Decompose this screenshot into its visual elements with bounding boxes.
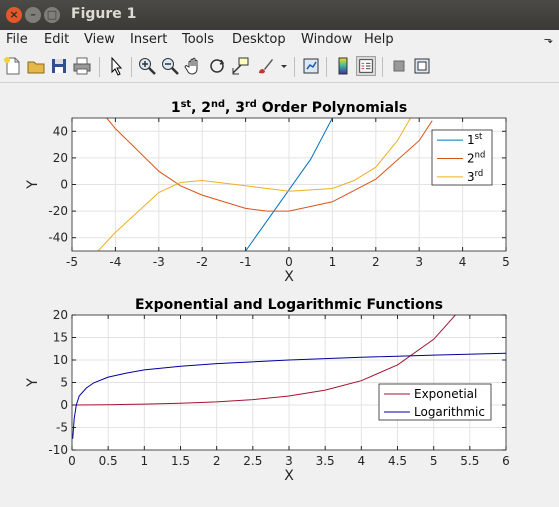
x-tick-label: 2.5 <box>243 454 262 468</box>
exp-log-axes[interactable]: 0 0.5 1 1.5 2 2.5 3 3.5 4 4.5 5 5.5 6 -10 -5 0 5 10 15 20 Ex… <box>25 297 510 484</box>
zoom-out-icon[interactable] <box>160 56 180 76</box>
series-line-Logarithmic <box>72 352 506 439</box>
legend-label: 2nd <box>467 150 485 166</box>
legend-label: Logarithmic <box>414 405 485 419</box>
x-tick-label: 1 <box>329 255 337 269</box>
x-tick-label: -1 <box>240 255 252 269</box>
x-tick-label: 1.5 <box>171 454 190 468</box>
y-tick-label: -20 <box>48 204 68 218</box>
y-tick-label: 20 <box>53 308 68 322</box>
x-tick-label: 2 <box>213 454 221 468</box>
x-tick-label: 3 <box>415 255 423 269</box>
polynomial-axes[interactable]: -5 -4 -3 -2 -1 0 1 2 3 4 5 -40 -20 0 20 40 1st, 2nd, 3rd… <box>25 99 510 286</box>
brush-icon[interactable] <box>255 56 275 76</box>
figure-canvas: -5 -4 -3 -2 -1 0 1 2 3 4 5 -40 -20 0 20 40 1st, 2nd, 3rd… <box>0 84 559 503</box>
y-tick-label: 5 <box>60 376 68 390</box>
y-axis-label: Y <box>25 180 41 190</box>
x-tick-label: 5.5 <box>460 454 479 468</box>
x-tick-label: 0 <box>285 255 293 269</box>
data-cursor-icon[interactable] <box>230 56 250 76</box>
colorbar-icon[interactable] <box>333 56 353 76</box>
legend-box <box>431 129 493 186</box>
toolbar-separator <box>382 57 383 77</box>
figure-toolbar <box>0 51 559 83</box>
legend-icon[interactable] <box>356 56 376 76</box>
rotate-3d-icon[interactable] <box>207 56 227 76</box>
zoom-in-icon[interactable] <box>137 56 157 76</box>
y-tick-label: -5 <box>56 421 68 435</box>
menu-view[interactable]: View <box>84 32 115 47</box>
toolbar-separator <box>131 57 132 77</box>
x-tick-label: 5 <box>502 255 510 269</box>
x-tick-label: 6 <box>502 454 510 468</box>
y-tick-label: 20 <box>53 151 68 165</box>
x-tick-label: 4 <box>358 454 366 468</box>
legend-label: 3rd <box>467 168 483 184</box>
menu-edit[interactable]: Edit <box>44 32 70 47</box>
y-tick-label: 40 <box>53 124 68 138</box>
x-tick-label: -2 <box>196 255 208 269</box>
x-tick-label: -4 <box>109 255 121 269</box>
pan-icon[interactable] <box>184 56 204 76</box>
legend-label: 1st <box>467 131 483 147</box>
x-tick-label: 3.5 <box>316 454 335 468</box>
x-tick-label: 2 <box>372 255 380 269</box>
menu-insert[interactable]: Insert <box>130 32 168 47</box>
toolbar-separator <box>99 57 100 77</box>
menu-tools[interactable]: Tools <box>182 32 215 47</box>
toolbar-separator <box>326 57 327 77</box>
y-tick-label: 0 <box>60 178 68 192</box>
series-line-1st <box>245 118 333 251</box>
close-window-button[interactable]: × <box>6 7 22 23</box>
maximize-window-button[interactable]: □ <box>44 7 60 23</box>
print-icon[interactable] <box>72 56 92 76</box>
series-line-3rd <box>97 118 411 251</box>
x-tick-label: 1 <box>141 454 149 468</box>
x-tick-label: 0.5 <box>99 454 118 468</box>
menu-desktop[interactable]: Desktop <box>232 32 286 47</box>
x-tick-label: -5 <box>66 255 78 269</box>
y-tick-label: 0 <box>60 398 68 412</box>
window-titlebar: × – □ Figure 1 <box>0 0 559 30</box>
new-figure-icon[interactable] <box>3 56 23 76</box>
menu-help[interactable]: Help <box>364 32 394 47</box>
x-tick-label: 0 <box>68 454 76 468</box>
save-icon[interactable] <box>49 56 69 76</box>
y-tick-label: 15 <box>53 331 68 345</box>
x-tick-label: 3 <box>285 454 293 468</box>
x-tick-label: -3 <box>153 255 165 269</box>
toolbar-separator <box>294 57 295 77</box>
menu-window[interactable]: Window <box>301 32 353 47</box>
menu-file[interactable]: File <box>6 32 28 47</box>
pointer-icon[interactable] <box>106 56 126 76</box>
menu-overflow-icon[interactable]: ⬎ <box>543 33 553 46</box>
menu-bar: File Edit View Insert Tools Desktop Wind… <box>0 30 559 50</box>
show-plot-tools-icon[interactable] <box>412 56 432 76</box>
series-line-Exponetial <box>72 315 456 406</box>
minimize-window-button[interactable]: – <box>25 7 41 23</box>
chart-title: 1st, 2nd, 3rd Order Polynomials <box>171 99 407 117</box>
x-tick-label: 4 <box>459 255 467 269</box>
x-tick-label: 5 <box>430 454 438 468</box>
series-line-2nd <box>106 118 433 212</box>
chart-title: Exponential and Logarithmic Functions <box>135 297 443 313</box>
open-file-icon[interactable] <box>26 56 46 76</box>
y-tick-label: -40 <box>48 231 68 245</box>
legend-box <box>378 383 492 421</box>
legend-label: Exponetial <box>414 387 477 401</box>
window-title: Figure 1 <box>71 6 137 22</box>
link-plot-icon[interactable] <box>301 56 321 76</box>
brush-dropdown-icon[interactable] <box>279 56 289 76</box>
hide-plot-tools-icon[interactable] <box>389 56 409 76</box>
x-tick-label: 4.5 <box>388 454 407 468</box>
y-tick-label: 10 <box>53 353 68 367</box>
y-axis-label: Y <box>25 378 41 388</box>
x-axis-label: X <box>284 269 294 285</box>
x-axis-label: X <box>284 468 294 484</box>
y-tick-label: -10 <box>48 443 68 457</box>
